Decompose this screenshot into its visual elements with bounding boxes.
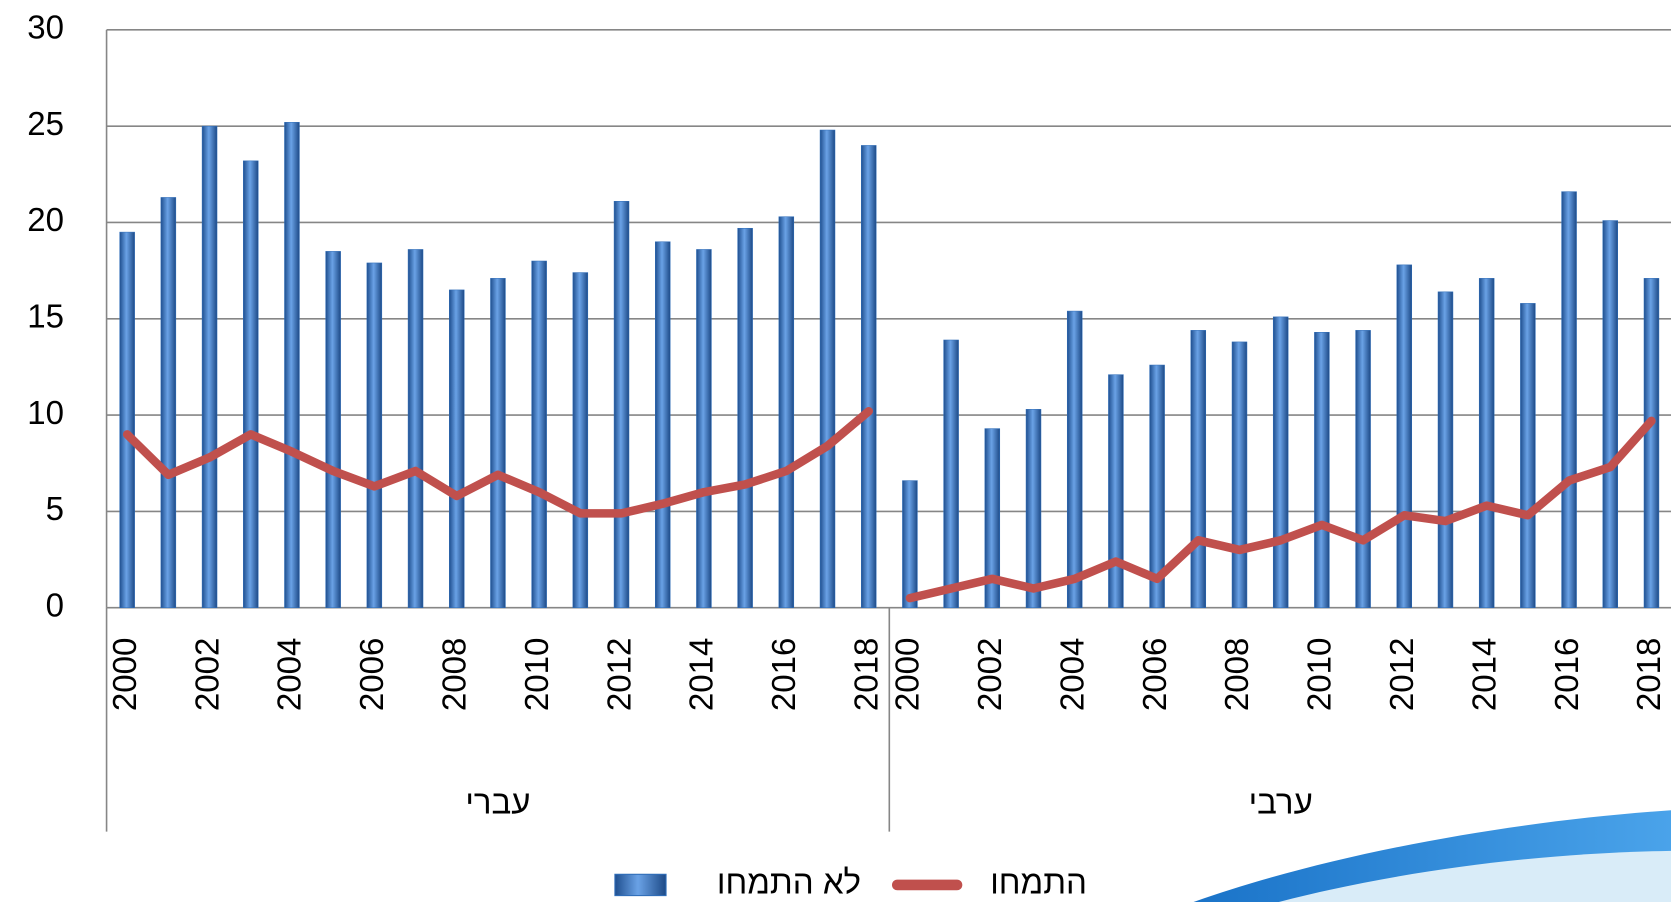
bar: [1355, 330, 1371, 608]
bar: [860, 145, 877, 608]
bar: [284, 122, 300, 608]
x-tick-label: 2002: [972, 638, 1009, 712]
group-label: ערבי: [1249, 785, 1313, 822]
bar: [407, 249, 424, 608]
bar: [1396, 264, 1413, 608]
y-tick-label: 30: [27, 10, 64, 47]
bar: [1561, 191, 1577, 608]
y-tick-label: 5: [46, 491, 64, 528]
x-tick-label: 2004: [1054, 638, 1091, 712]
line: [122, 406, 873, 518]
y-tick-label: 10: [27, 395, 64, 432]
bar: [1066, 310, 1083, 608]
decoration: [1278, 850, 1671, 902]
bar: [366, 262, 383, 608]
x-tick-label: 2012: [1384, 638, 1421, 712]
x-tick-label: 2012: [601, 638, 638, 712]
bar: [243, 160, 259, 608]
bar: [613, 201, 630, 608]
bar: [1314, 332, 1330, 608]
bar: [1025, 409, 1042, 608]
x-tick-label: 2000: [107, 638, 144, 712]
bar: [737, 227, 753, 608]
x-tick-label: 2006: [1137, 638, 1174, 712]
x-tick-label: 2010: [519, 638, 556, 712]
bar: [325, 251, 341, 608]
x-tick-label: 2008: [436, 638, 473, 712]
bar: [1190, 330, 1207, 608]
bar: [1272, 316, 1289, 608]
bar: [449, 289, 465, 608]
x-tick-label: 2002: [189, 638, 226, 712]
x-tick-label: 2008: [1219, 638, 1256, 712]
bar: [1478, 278, 1495, 608]
bar: [119, 231, 135, 608]
x-tick-label: 2014: [1466, 638, 1503, 712]
x-tick-label: 2014: [684, 638, 721, 712]
line: [905, 416, 1656, 603]
bar: [1437, 291, 1454, 608]
bar: [1231, 341, 1248, 608]
bar: [984, 428, 1001, 608]
y-tick-label: 15: [27, 299, 64, 336]
x-tick-label: 2016: [1549, 638, 1586, 712]
bar: [1108, 374, 1124, 608]
bar: [490, 278, 506, 608]
x-tick-label: 2018: [1631, 638, 1668, 712]
x-tick-label: 2016: [766, 638, 803, 712]
bar: [819, 129, 836, 608]
bar: [201, 125, 218, 608]
legend-swatch: [614, 873, 667, 897]
bar: [902, 480, 918, 608]
bar: [655, 241, 671, 608]
bar: [160, 197, 177, 608]
bar: [778, 216, 795, 608]
bar: [1643, 278, 1660, 608]
legend-label: התמחו: [990, 865, 1087, 902]
bar: [943, 339, 959, 608]
bar: [1149, 364, 1165, 608]
x-tick-label: 2018: [848, 638, 885, 712]
bar: [572, 272, 589, 608]
y-tick-label: 0: [46, 587, 64, 624]
group-label: עברי: [465, 785, 530, 822]
y-tick-label: 25: [27, 106, 64, 143]
x-tick-label: 2000: [890, 638, 927, 712]
x-tick-label: 2004: [272, 638, 309, 712]
legend-label: לא התמחו: [717, 865, 861, 902]
y-tick-label: 20: [27, 202, 64, 239]
x-tick-label: 2010: [1302, 638, 1339, 712]
plot-area: 0 5 10 15 20 25 30 עברי 2000 2002 2004 2006 2008 2010…: [27, 10, 1671, 902]
bar: [1520, 303, 1536, 608]
bar: [1602, 220, 1618, 608]
bar: [531, 260, 547, 608]
x-tick-label: 2006: [354, 638, 391, 712]
bar: [696, 249, 712, 608]
